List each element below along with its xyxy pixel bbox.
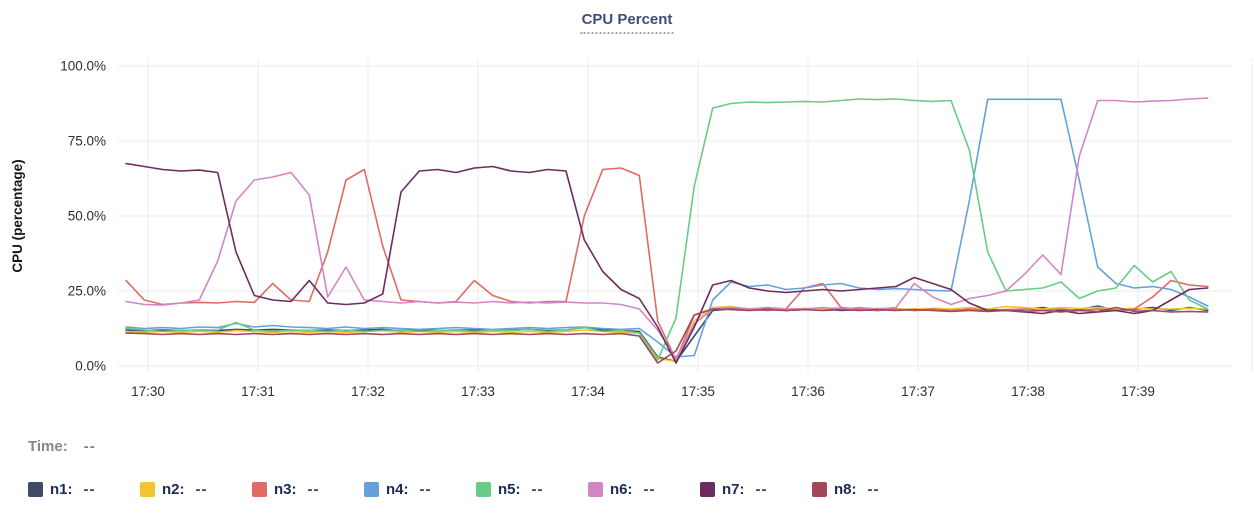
legend-value-n3: -- xyxy=(307,481,320,498)
x-tick-label: 17:31 xyxy=(241,384,275,399)
legend-swatch-n1 xyxy=(28,482,43,497)
legend-value-n1: -- xyxy=(83,481,96,498)
x-tick-label: 17:39 xyxy=(1121,384,1155,399)
legend-swatch-n4 xyxy=(364,482,379,497)
x-tick-label: 17:36 xyxy=(791,384,825,399)
legend-value-n6: -- xyxy=(643,481,656,498)
legend-value-n7: -- xyxy=(755,481,768,498)
legend-item-n3[interactable]: n3: -- xyxy=(252,481,364,498)
legend-item-n5[interactable]: n5: -- xyxy=(476,481,588,498)
y-tick-label: 50.0% xyxy=(68,209,106,224)
legend-label-n1: n1: xyxy=(50,481,73,498)
series-line-n2[interactable] xyxy=(125,305,1209,363)
legend-item-n7[interactable]: n7: -- xyxy=(700,481,812,498)
legend-label-n7: n7: xyxy=(722,481,745,498)
x-tick-label: 17:35 xyxy=(681,384,715,399)
legend-item-n8[interactable]: n8: -- xyxy=(812,481,924,498)
y-tick-label: 100.0% xyxy=(60,59,106,74)
legend-swatch-n2 xyxy=(140,482,155,497)
legend-value-n8: -- xyxy=(867,481,880,498)
y-tick-label: 75.0% xyxy=(68,134,106,149)
legend-swatch-n5 xyxy=(476,482,491,497)
x-tick-label: 17:37 xyxy=(901,384,935,399)
series-line-n4[interactable] xyxy=(125,98,1209,358)
legend-swatch-n3 xyxy=(252,482,267,497)
x-tick-label: 17:33 xyxy=(461,384,495,399)
legend-label-n3: n3: xyxy=(274,481,297,498)
legend-label-n8: n8: xyxy=(834,481,857,498)
legend-swatch-n7 xyxy=(700,482,715,497)
legend-item-n2[interactable]: n2: -- xyxy=(140,481,252,498)
y-axis-title: CPU (percentage) xyxy=(10,159,25,272)
legend-value-n4: -- xyxy=(419,481,432,498)
y-tick-label: 0.0% xyxy=(75,359,106,374)
legend-label-n2: n2: xyxy=(162,481,185,498)
chart-title[interactable]: CPU Percent xyxy=(580,11,674,34)
legend-label-n5: n5: xyxy=(498,481,521,498)
series-line-n8[interactable] xyxy=(125,306,1209,364)
y-tick-label: 25.0% xyxy=(68,284,106,299)
legend-item-n4[interactable]: n4: -- xyxy=(364,481,476,498)
cpu-line-chart[interactable]: 0.0% 25.0% 50.0% 75.0% 100.0% 17:30 17:31 17:32… xyxy=(0,0,1254,420)
legend-swatch-n8 xyxy=(812,482,827,497)
series-line-n7[interactable] xyxy=(125,162,1209,364)
legend-item-n1[interactable]: n1: -- xyxy=(28,481,140,498)
time-label: Time: xyxy=(28,438,68,455)
legend-value-n2: -- xyxy=(195,481,208,498)
time-value: -- xyxy=(83,438,96,455)
legend-item-n6[interactable]: n6: -- xyxy=(588,481,700,498)
legend-label-n6: n6: xyxy=(610,481,633,498)
x-tick-label: 17:38 xyxy=(1011,384,1045,399)
legend-value-n5: -- xyxy=(531,481,544,498)
x-tick-label: 17:30 xyxy=(131,384,165,399)
time-readout: Time: -- xyxy=(28,438,96,455)
x-tick-label: 17:34 xyxy=(571,384,605,399)
legend-label-n4: n4: xyxy=(386,481,409,498)
legend-swatch-n6 xyxy=(588,482,603,497)
series-line-n6[interactable] xyxy=(125,97,1209,360)
legend: n1: -- n2: -- n3: -- n4: -- n5: -- n6: -- n7: -- n8: -- xyxy=(28,481,924,498)
series-line-n5[interactable] xyxy=(125,98,1209,361)
x-tick-label: 17:32 xyxy=(351,384,385,399)
